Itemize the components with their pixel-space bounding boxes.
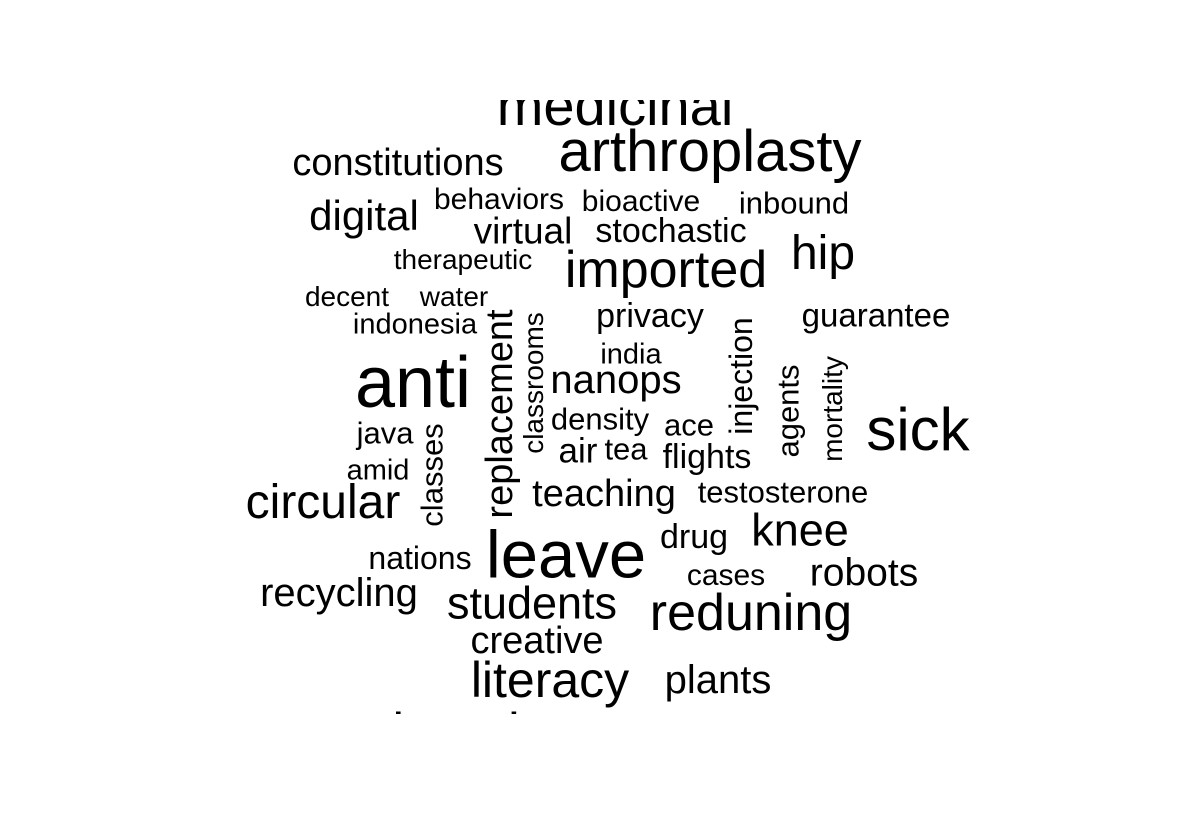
word: nanops: [550, 358, 682, 402]
word: therapeutic: [393, 244, 533, 275]
word: decent: [304, 281, 390, 312]
word: students: [446, 577, 618, 629]
word: creative: [470, 620, 604, 662]
word: reduning: [649, 584, 853, 642]
word: classrooms: [518, 312, 549, 454]
word: cases: [686, 559, 766, 592]
word: mortality: [817, 356, 848, 462]
word: circular: [245, 476, 401, 529]
word: water: [419, 281, 489, 312]
word: drug: [659, 518, 729, 556]
word: privacy: [596, 297, 704, 335]
word: medicinal: [496, 100, 734, 137]
word: bioactive: [581, 185, 701, 218]
word: testosterone: [697, 474, 869, 510]
word: density: [550, 401, 650, 437]
word: learning: [392, 706, 577, 714]
word: ace: [664, 407, 714, 443]
word: robots: [809, 551, 919, 595]
word: imported: [564, 241, 768, 299]
word: recycling: [260, 571, 418, 615]
word: anti: [354, 343, 472, 423]
word: behaviors: [433, 183, 565, 216]
word: tea: [604, 431, 648, 467]
word: plants: [664, 658, 772, 702]
word: injection: [723, 317, 759, 435]
word: sick: [866, 396, 970, 463]
word: nations: [368, 540, 472, 576]
word: stochastic: [595, 212, 747, 250]
word: virtual: [473, 210, 573, 252]
word: constitutions: [292, 142, 504, 184]
word: replacement: [479, 309, 521, 519]
word: hip: [790, 227, 856, 280]
word: literacy: [470, 652, 630, 708]
word: classes: [414, 423, 450, 527]
word: teaching: [532, 473, 676, 515]
word: flights: [662, 438, 752, 476]
word: agents: [770, 364, 806, 458]
word: java: [356, 415, 414, 451]
word: leave: [485, 517, 647, 593]
word: arthroplasty: [558, 119, 862, 184]
word: inbound: [738, 185, 850, 221]
word: air: [558, 431, 598, 471]
word: guarantee: [801, 296, 951, 334]
word: indonesia: [352, 308, 478, 341]
word-cloud-clip: medicinal arthroplasty constitutions dig…: [0, 100, 1200, 714]
word: amid: [346, 454, 410, 487]
word: india: [600, 338, 662, 371]
word: knee: [751, 504, 849, 556]
word: digital: [309, 192, 419, 239]
